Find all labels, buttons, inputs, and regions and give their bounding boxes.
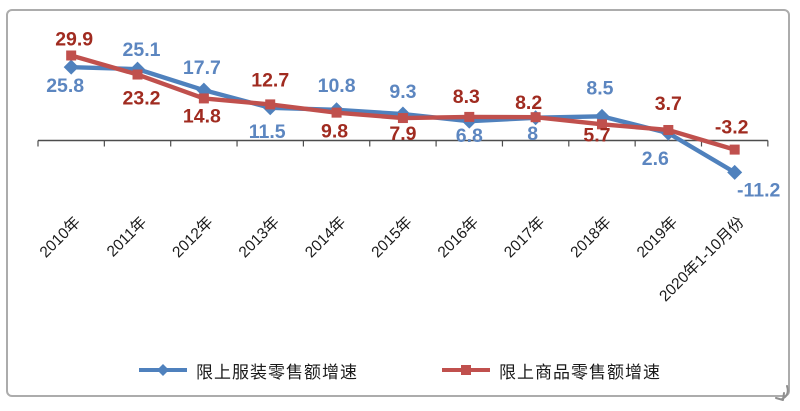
data-point-marker: [198, 93, 209, 104]
legend-label-commodity: 限上商品零售额增速: [499, 362, 661, 382]
category-tick-label: 2011年: [103, 213, 150, 260]
data-point-marker: [663, 124, 674, 135]
data-label: 5.7: [583, 124, 610, 146]
data-point-marker: [530, 112, 541, 123]
data-label: 6.8: [456, 125, 483, 147]
square-marker-icon: [461, 365, 471, 375]
data-point-marker: [727, 164, 743, 180]
category-tick-label: 2015年: [368, 213, 416, 261]
legend-item-commodity-retail-growth: 限上商品零售额增速: [442, 358, 661, 383]
data-label: 8: [527, 123, 538, 145]
data-point-marker: [66, 50, 77, 61]
diamond-marker-icon: [157, 364, 169, 376]
legend-marker-commodity: [442, 362, 490, 378]
cursor-artifact-icon: [775, 385, 789, 401]
data-label: 2.6: [642, 148, 669, 170]
data-label: 8.2: [515, 92, 542, 114]
legend-marker-clothing: [139, 362, 187, 378]
data-label: 9.3: [389, 81, 416, 103]
data-label: 23.2: [123, 88, 161, 110]
data-label: -11.2: [737, 179, 781, 201]
data-label: 14.8: [183, 105, 221, 127]
category-tick-label: 2013年: [235, 213, 283, 261]
data-label: 12.7: [251, 69, 289, 91]
data-label: 8.5: [586, 77, 613, 99]
category-tick-label: 2012年: [169, 213, 217, 261]
data-point-marker: [63, 59, 79, 75]
category-tick-label: 2018年: [567, 213, 615, 261]
data-point-marker: [596, 119, 607, 130]
data-label: -3.2: [715, 117, 749, 139]
data-point-marker: [464, 111, 475, 122]
category-tick-label: 2014年: [301, 213, 349, 261]
data-label: 7.9: [389, 123, 416, 145]
data-label: 8.3: [453, 86, 480, 108]
data-label: 17.7: [183, 57, 221, 79]
data-point-marker: [132, 69, 143, 80]
data-label: 11.5: [249, 121, 286, 143]
data-point-marker: [729, 144, 740, 155]
data-point-marker: [331, 107, 342, 118]
data-label: 10.8: [318, 75, 356, 97]
legend-label-clothing: 限上服装零售额增速: [196, 362, 358, 382]
data-point-marker: [397, 113, 408, 124]
chart-legend: 限上服装零售额增速 限上商品零售额增速: [0, 353, 800, 387]
data-label: 25.1: [123, 39, 161, 61]
category-tick-label: 2010年: [36, 213, 84, 261]
data-label: 9.8: [321, 121, 348, 143]
data-label: 25.8: [46, 75, 84, 97]
legend-swatch-graphic: [139, 364, 187, 376]
data-label: 3.7: [655, 93, 682, 115]
category-tick-label: 2019年: [633, 213, 681, 261]
legend-swatch-graphic: [442, 365, 490, 375]
category-tick-label: 2017年: [500, 213, 548, 261]
category-tick-label: 2016年: [434, 213, 482, 261]
legend-item-clothing-retail-growth: 限上服装零售额增速: [139, 358, 358, 383]
data-point-marker: [265, 99, 276, 110]
data-label: 29.9: [55, 28, 93, 50]
